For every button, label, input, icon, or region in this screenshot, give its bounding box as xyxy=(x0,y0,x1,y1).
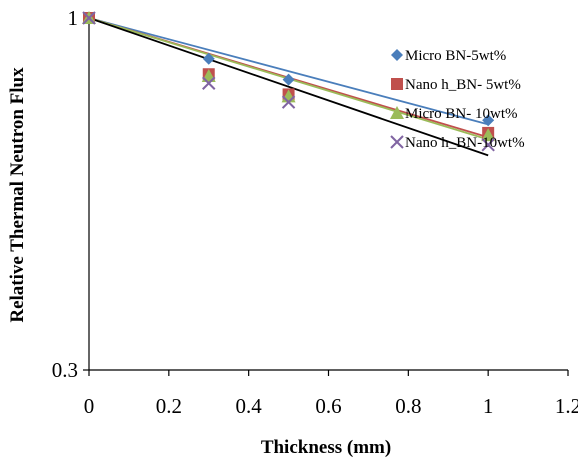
x-tick-label: 0.6 xyxy=(315,394,341,418)
legend-label-1: Nano h_BN- 5wt% xyxy=(405,77,521,93)
x-axis-title: Thickness (mm) xyxy=(261,437,391,458)
data-point-series-0-2 xyxy=(282,73,295,86)
x-tick-label: 1 xyxy=(483,394,494,418)
x-tick-label: 1.2 xyxy=(555,394,578,418)
y-tick-labels: 10.3 xyxy=(52,6,78,382)
data-point-series-2-3 xyxy=(481,128,496,142)
data-points xyxy=(82,11,496,152)
x-tick-labels: 0 0.2 0.4 0.6 0.8 1 1.2 xyxy=(84,394,578,418)
trendline-3 xyxy=(88,17,489,157)
y-tick-label: 0.3 xyxy=(52,358,78,382)
data-point-series-3-1 xyxy=(202,76,216,90)
trendline-0 xyxy=(88,17,489,126)
legend-marker-3 xyxy=(390,135,404,149)
legend-label-2: Micro BN- 10wt% xyxy=(405,106,518,122)
axes xyxy=(83,17,569,376)
legend-label-3: Nano h_BN-10wt% xyxy=(405,135,525,151)
y-axis-title: Relative Thermal Neutron Flux xyxy=(7,67,28,323)
legend-label-0: Micro BN-5wt% xyxy=(405,48,506,64)
x-tick-label: 0 xyxy=(84,394,95,418)
legend: Micro BN-5wt% Nano h_BN- 5wt% Micro BN- 10… xyxy=(390,48,525,151)
legend-marker-1 xyxy=(391,78,403,90)
y-tick-label: 1 xyxy=(68,6,79,30)
data-point-series-0-3 xyxy=(482,114,495,127)
x-tick-label: 0.8 xyxy=(395,394,421,418)
data-point-series-3-2 xyxy=(281,95,296,109)
legend-marker-0 xyxy=(391,49,403,61)
data-point-series-3-3 xyxy=(481,138,495,152)
legend-marker-2 xyxy=(390,106,404,119)
data-point-series-0-1 xyxy=(202,52,215,65)
x-tick-label: 0.4 xyxy=(236,394,263,418)
x-tick-label: 0.2 xyxy=(156,394,182,418)
data-point-series-3-0 xyxy=(82,11,96,25)
